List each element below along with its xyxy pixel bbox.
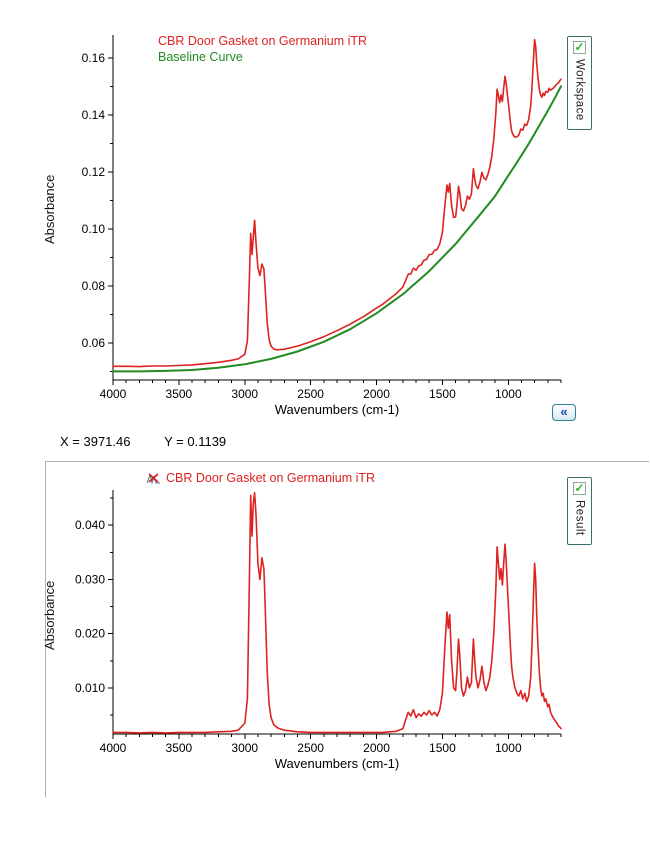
svg-text:0.06: 0.06: [82, 336, 106, 350]
svg-text:4000: 4000: [100, 387, 127, 401]
svg-text:0.08: 0.08: [82, 279, 106, 293]
result-tab-label: Result: [573, 500, 586, 536]
svg-text:0.030: 0.030: [75, 572, 105, 586]
svg-text:2000: 2000: [363, 741, 390, 755]
readout-y: Y = 0.1139: [164, 434, 227, 449]
svg-text:1500: 1500: [429, 741, 456, 755]
legend-baseline-title[interactable]: Baseline Curve: [158, 50, 243, 64]
svg-text:0.020: 0.020: [75, 627, 105, 641]
pane-divider: [45, 461, 649, 797]
result-tab[interactable]: ✓ Result: [567, 477, 592, 545]
workspace-tab-label: Workspace: [573, 59, 586, 121]
svg-text:3000: 3000: [231, 387, 258, 401]
svg-text:1000: 1000: [495, 387, 522, 401]
svg-text:0.010: 0.010: [75, 681, 105, 695]
svg-text:1000: 1000: [495, 741, 522, 755]
readout-x: X = 3971.46: [60, 434, 131, 449]
svg-text:0.14: 0.14: [82, 108, 106, 122]
workspace-checkbox[interactable]: ✓: [573, 41, 586, 54]
chart-legend: CBR Door Gasket on Germanium iTR Baselin…: [158, 33, 367, 65]
svg-text:2000: 2000: [363, 387, 390, 401]
svg-text:3500: 3500: [166, 387, 193, 401]
svg-text:Wavenumbers (cm-1): Wavenumbers (cm-1): [275, 402, 399, 417]
chart-legend: CBR Door Gasket on Germanium iTR: [146, 470, 375, 486]
result-spectrum-chart[interactable]: 4000 3500 3000 2500 2000 1500 1000 0.010 0.020 0.…: [56, 468, 568, 783]
legend-spectrum-title[interactable]: CBR Door Gasket on Germanium iTR: [166, 471, 376, 485]
collapse-button[interactable]: «: [552, 404, 576, 421]
svg-text:Wavenumbers (cm-1): Wavenumbers (cm-1): [275, 756, 399, 771]
svg-text:0.040: 0.040: [75, 518, 105, 532]
svg-text:1500: 1500: [429, 387, 456, 401]
svg-text:4000: 4000: [100, 741, 127, 755]
workspace-tab[interactable]: ✓ Workspace: [567, 36, 592, 130]
y-axis-label: Absorbance: [42, 580, 57, 650]
svg-text:3500: 3500: [166, 741, 193, 755]
svg-text:2500: 2500: [297, 741, 324, 755]
cursor-readout: X = 3971.46 Y = 0.1139: [60, 434, 226, 449]
svg-text:0.12: 0.12: [82, 165, 106, 179]
svg-text:0.10: 0.10: [82, 222, 106, 236]
legend-spectrum-title[interactable]: CBR Door Gasket on Germanium iTR: [158, 34, 368, 48]
y-axis-label: Absorbance: [42, 174, 57, 244]
result-checkbox[interactable]: ✓: [573, 482, 586, 495]
svg-text:3000: 3000: [231, 741, 258, 755]
svg-text:0.16: 0.16: [82, 51, 106, 65]
check-icon: ✓: [574, 40, 585, 54]
check-icon: ✓: [574, 481, 585, 495]
svg-text:2500: 2500: [297, 387, 324, 401]
workspace-spectrum-chart[interactable]: 4000 3500 3000 2500 2000 1500 1000 0.06 0.08 0.10…: [56, 28, 568, 429]
spectrum-result-icon: [146, 471, 161, 486]
